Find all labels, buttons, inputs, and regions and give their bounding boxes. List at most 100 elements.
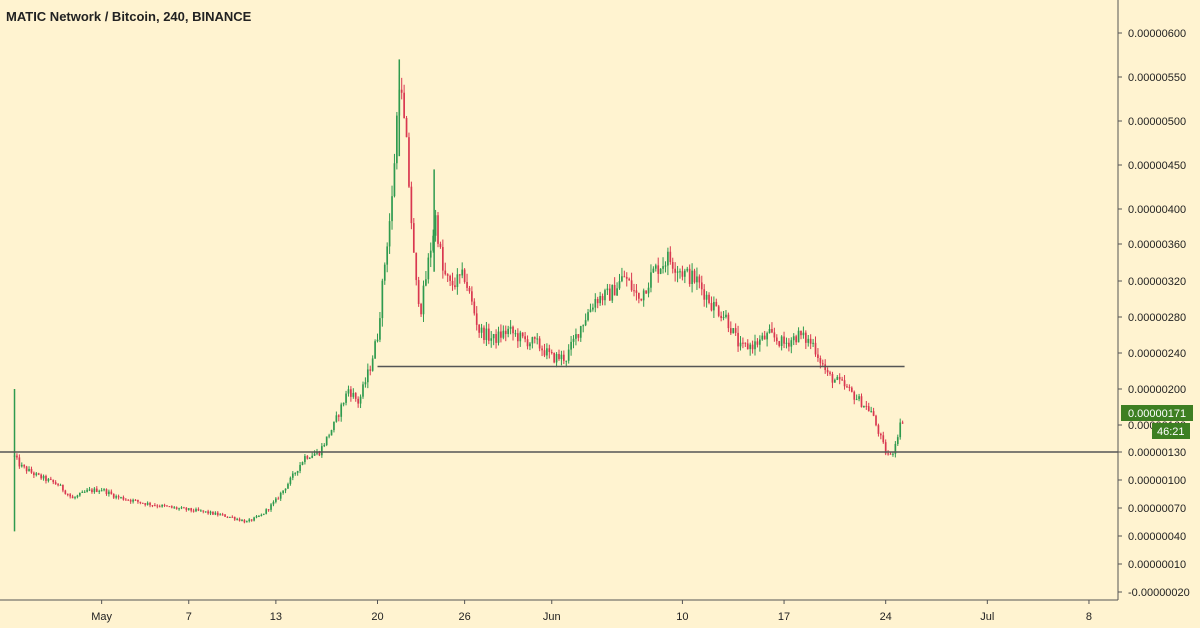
candle-body (471, 291, 473, 302)
candle-body (166, 505, 168, 507)
candle-body (843, 380, 846, 387)
candle-body (441, 246, 444, 271)
candle-body (308, 457, 311, 459)
candle-body (783, 336, 785, 344)
candle-body (517, 333, 519, 342)
candle-body (899, 422, 902, 438)
candle-body (785, 342, 788, 344)
candle-body (195, 509, 197, 512)
time-tick-label: 26 (458, 611, 470, 623)
price-tick-label: 0.00000130 (1128, 447, 1186, 459)
candle-body (592, 307, 594, 310)
candle-body (543, 350, 546, 356)
candle-body (144, 503, 147, 505)
price-tick-label: 0.00000010 (1128, 559, 1186, 571)
candle-body (759, 339, 761, 345)
candle-body (621, 276, 623, 282)
candle-body (134, 499, 137, 501)
candle-body (425, 279, 427, 286)
candle-body (529, 343, 531, 347)
candle-body (183, 507, 185, 509)
candle-body (461, 269, 464, 276)
candle-body (163, 504, 166, 506)
candle-body (391, 196, 393, 222)
candle-body (156, 505, 159, 507)
candle-body (306, 456, 309, 459)
candle-body (855, 399, 858, 401)
candle-body (437, 215, 439, 244)
candle-body (258, 515, 260, 517)
candle-body (466, 281, 468, 288)
candle-body (88, 489, 91, 491)
candle-body (340, 404, 343, 417)
candle-body (788, 342, 790, 347)
candle-body (771, 329, 773, 333)
candle-body (667, 251, 669, 266)
candle-body (275, 498, 277, 502)
candle-body (337, 415, 340, 417)
price-tick-label: 0.00000100 (1128, 475, 1186, 487)
candle-body (800, 330, 802, 336)
candle-body (226, 516, 229, 518)
candle-body (686, 268, 689, 271)
candle-body (265, 509, 268, 514)
candle-body (454, 285, 456, 288)
candle-body (197, 509, 200, 511)
candle-body (502, 330, 505, 338)
candle-body (313, 453, 316, 456)
candle-body (555, 354, 558, 363)
candle-body (432, 235, 435, 251)
candle-body (209, 511, 212, 514)
candle-body (790, 340, 793, 347)
candle-body (45, 475, 47, 481)
time-axis[interactable]: May 7 13 20 26 Jun 10 17 24 Jul 8 (91, 600, 1092, 623)
candle-body (151, 505, 154, 507)
candle-body (91, 489, 93, 493)
candle-body (642, 290, 645, 301)
candle-body (797, 330, 800, 343)
candle-body (76, 495, 79, 498)
candle-body (221, 514, 224, 516)
candle-body (708, 294, 710, 303)
candle-body (318, 451, 321, 456)
candle-body (671, 262, 674, 269)
candle-body (422, 285, 425, 315)
candle-body (572, 338, 575, 342)
candle-body (734, 328, 737, 333)
candle-body (623, 276, 626, 278)
candle-body (608, 288, 611, 301)
candle-body (562, 354, 565, 361)
candle-body (132, 499, 134, 502)
candle-body (294, 472, 297, 474)
candle-body (20, 464, 23, 467)
candle-body (396, 115, 398, 164)
last-price-tag-bg (1121, 405, 1193, 421)
candle-body (54, 482, 57, 485)
candle-body (47, 478, 50, 481)
candle-body (853, 391, 856, 400)
candle-body (700, 282, 703, 290)
candle-body (550, 351, 553, 353)
candle-body (756, 341, 759, 345)
candle-body (347, 389, 350, 394)
candle-body (86, 489, 88, 492)
candle-body (669, 251, 672, 263)
candle-body (587, 312, 589, 321)
candle-body (207, 511, 209, 514)
candle-body (548, 348, 551, 352)
candle-body (400, 89, 403, 93)
candle-body (427, 257, 430, 280)
candle-body (877, 425, 880, 434)
candle-body (705, 294, 708, 300)
candle-body (410, 186, 413, 224)
candle-body (647, 287, 650, 294)
candle-body (650, 272, 652, 288)
candle-body (79, 492, 81, 496)
candle-body (768, 329, 771, 334)
candle-body (69, 494, 72, 497)
candle-body (40, 474, 42, 479)
candle-body (345, 393, 347, 403)
candle-body (245, 521, 248, 523)
